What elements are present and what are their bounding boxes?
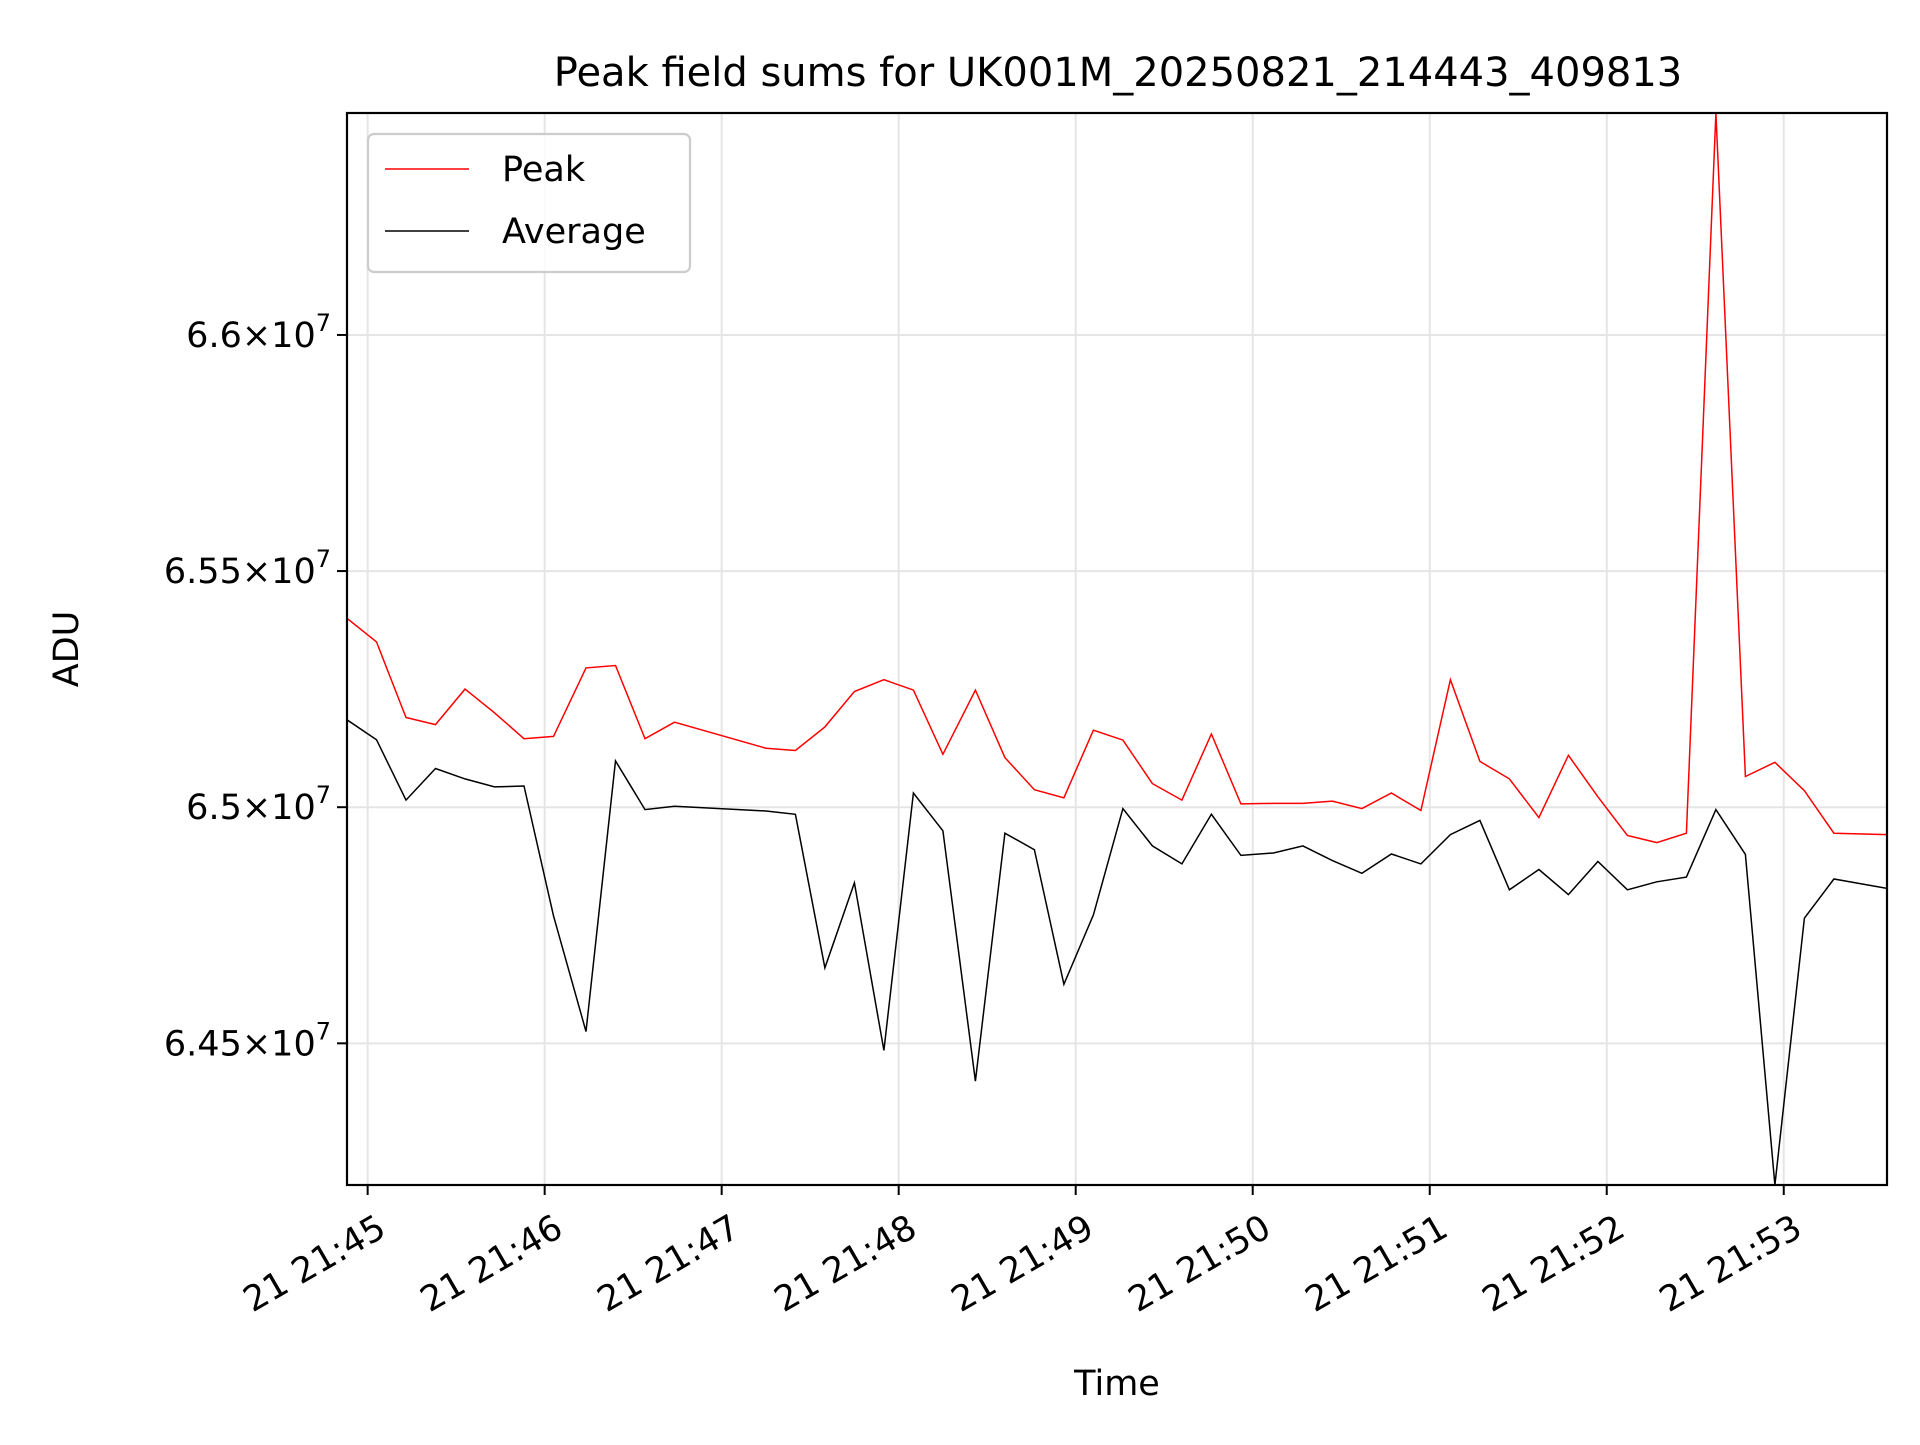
y-tick-times: ×10 (242, 788, 316, 828)
y-tick-exponent: 7 (316, 545, 331, 573)
series-line-average (347, 719, 1887, 1185)
grid (347, 113, 1887, 1185)
y-tick-mantissa: 6.5 (186, 788, 242, 828)
y-tick-label: 6.5×107 (186, 781, 331, 828)
x-axis-label: Time (1073, 1364, 1160, 1404)
y-tick-label: 6.55×107 (164, 545, 331, 592)
y-tick-exponent: 7 (316, 1017, 331, 1045)
y-tick-times: ×10 (242, 1024, 316, 1064)
y-axis-label: ADU (47, 611, 87, 688)
y-tick-label: 6.45×107 (164, 1017, 331, 1064)
y-tick-times: ×10 (242, 552, 316, 592)
series-layer (347, 113, 1887, 1185)
legend-label-average: Average (502, 212, 646, 252)
plot-area (347, 113, 1887, 1185)
y-tick-mantissa: 6.55 (164, 552, 242, 592)
y-tick-exponent: 7 (316, 309, 331, 337)
y-tick-times: ×10 (242, 316, 316, 356)
series-line-peak (347, 113, 1887, 844)
y-tick-mantissa: 6.45 (164, 1024, 242, 1064)
legend-label-peak: Peak (502, 150, 586, 190)
y-tick-label: 6.6×107 (186, 309, 331, 356)
plot-frame (345, 111, 1889, 1187)
y-tick-exponent: 7 (316, 781, 331, 809)
y-tick-mantissa: 6.6 (186, 316, 242, 356)
chart-title: Peak field sums for UK001M_20250821_2144… (554, 50, 1683, 96)
legend: Peak Average (366, 132, 692, 274)
